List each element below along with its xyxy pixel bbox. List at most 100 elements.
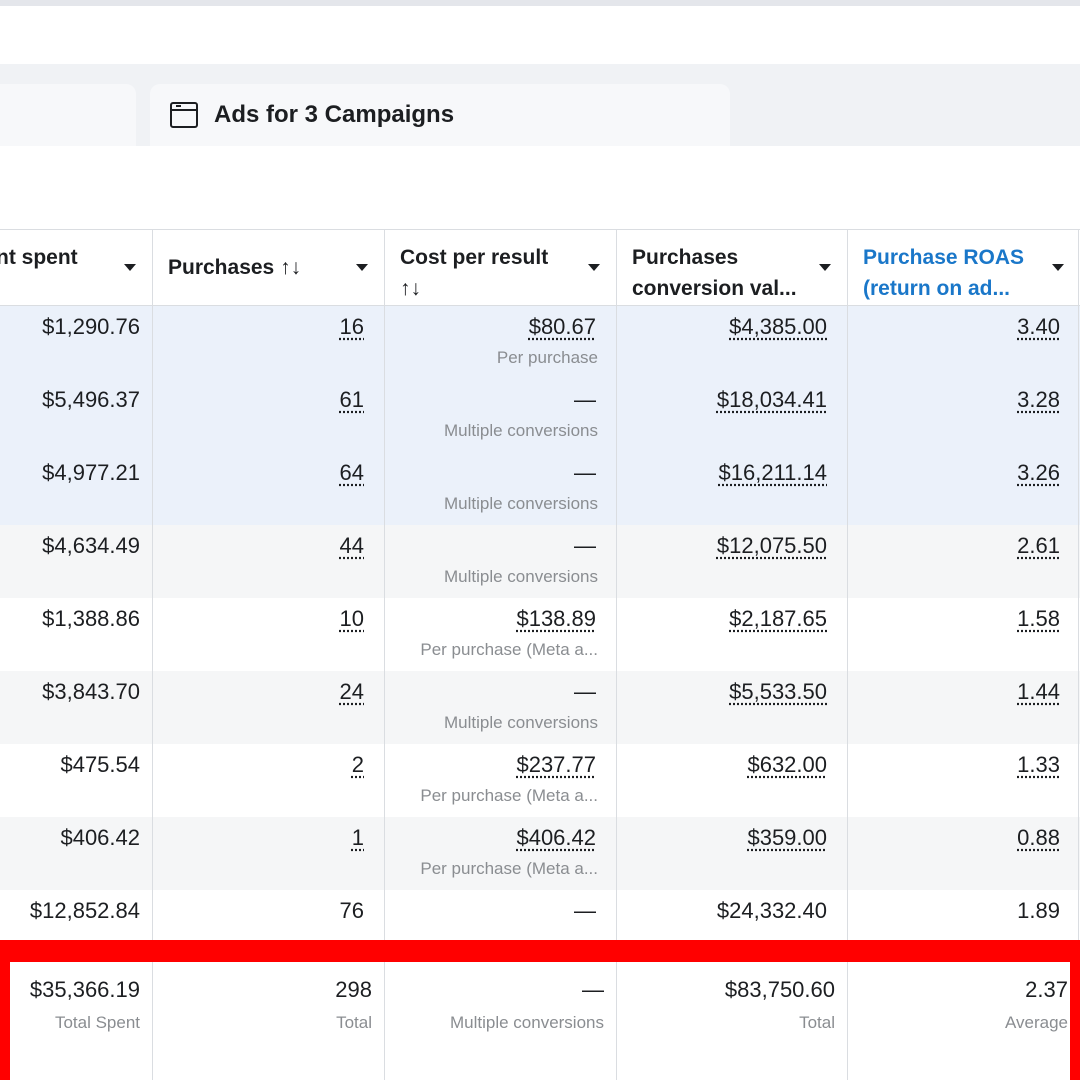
cost-per-result-value[interactable]: $138.89 [516,606,596,631]
column-cost-per-result[interactable]: Cost per result ↑↓ [384,230,616,306]
total-conversion-value-label: Total [799,1013,835,1032]
purchases-value[interactable]: 61 [339,387,364,412]
amount-spent-value: $406.42 [60,825,140,850]
column-divider [616,229,617,963]
table-row[interactable]: $5,496.37 61 — Multiple conversions $18,034.… [0,379,1080,452]
cost-per-result-value: — [574,533,596,558]
column-label: Purchases [168,256,275,279]
purchases-value[interactable]: 1 [351,825,364,850]
amount-spent-value: $1,290.76 [42,314,140,339]
purchase-roas-value[interactable]: 3.28 [1017,387,1060,412]
purchase-roas-value[interactable]: 1.58 [1017,606,1060,631]
caret-down-icon[interactable] [124,264,136,271]
column-label: Purchase ROAS (return on ad... [863,246,1025,300]
window-icon [170,102,198,128]
column-conversion-value[interactable]: Purchases conversion val... [616,230,847,306]
purchase-roas-cell: 1.44 [847,671,1080,744]
total-divider [847,943,848,1080]
sort-icon[interactable]: ↑↓ [280,256,302,279]
column-label: nt spent [0,246,78,269]
amount-spent-cell: $3,843.70 [0,671,152,744]
purchase-roas-value[interactable]: 2.61 [1017,533,1060,558]
conversion-value-value[interactable]: $12,075.50 [716,533,827,558]
toolbar-band [0,6,1080,64]
purchases-value: 76 [339,898,364,923]
top-strip [0,0,1080,6]
purchase-roas-value[interactable]: 0.88 [1017,825,1060,850]
purchases-value[interactable]: 16 [339,314,364,339]
caret-down-icon[interactable] [1052,264,1064,271]
column-purchase-roas[interactable]: Purchase ROAS (return on ad... [847,230,1080,306]
amount-spent-cell: $4,634.49 [0,525,152,598]
purchase-roas-value[interactable]: 1.44 [1017,679,1060,704]
total-purchases-label: Total [336,1013,372,1032]
conversion-value-value[interactable]: $16,211.14 [718,460,827,485]
amount-spent-cell: $1,388.86 [0,598,152,671]
purchases-value[interactable]: 64 [339,460,364,485]
purchases-value[interactable]: 2 [351,752,364,777]
total-conversion-value-cell: $83,750.60 Total [616,943,847,1032]
amount-spent-value: $12,852.84 [29,898,140,923]
purchase-roas-cell: 1.33 [847,744,1080,817]
total-divider [152,943,153,1080]
total-conversion-value: $83,750.60 [724,977,835,1002]
cost-result-type: Multiple conversions [443,421,598,440]
cost-per-result-value[interactable]: $237.77 [516,752,596,777]
purchases-cell: 64 [152,452,384,525]
purchase-roas-value[interactable]: 1.33 [1017,752,1060,777]
purchases-cell: 16 [152,306,384,379]
cost-per-result-cell: $406.42 Per purchase (Meta a... [384,817,616,890]
total-purchases-cell: 298 Total [152,943,384,1032]
caret-down-icon[interactable] [356,264,368,271]
column-amount-spent[interactable]: nt spent [0,230,152,306]
purchase-roas-cell: 2.61 [847,525,1080,598]
column-label: Purchases conversion val... [632,246,797,300]
cost-per-result-value[interactable]: $80.67 [528,314,596,339]
purchases-cell: 2 [152,744,384,817]
caret-down-icon[interactable] [819,264,831,271]
total-cost: — [582,977,604,1002]
table-row[interactable]: $475.54 2 $237.77 Per purchase (Meta a... $6… [0,744,1080,817]
table-row[interactable]: $1,388.86 10 $138.89 Per purchase (Meta a..… [0,598,1080,671]
tab-previous[interactable] [0,84,136,146]
caret-down-icon[interactable] [588,264,600,271]
purchases-value[interactable]: 10 [339,606,364,631]
conversion-value-value[interactable]: $5,533.50 [729,679,827,704]
purchases-value[interactable]: 44 [339,533,364,558]
sort-icon[interactable]: ↑↓ [400,277,421,300]
table-row[interactable]: $406.42 1 $406.42 Per purchase (Meta a... $3… [0,817,1080,890]
conversion-value-value[interactable]: $632.00 [747,752,827,777]
column-divider [384,229,385,963]
tab-ads[interactable]: Ads for 3 Campaigns [150,84,730,146]
cost-result-type: Per purchase (Meta a... [420,640,598,659]
cost-per-result-cell: — Multiple conversions [384,525,616,598]
amount-spent-value: $5,496.37 [42,387,140,412]
conversion-value-cell: $12,075.50 [616,525,847,598]
purchases-value[interactable]: 24 [339,679,364,704]
cost-per-result-cell: — Multiple conversions [384,671,616,744]
conversion-value-cell: $16,211.14 [616,452,847,525]
conversion-value-value[interactable]: $2,187.65 [729,606,827,631]
table-row[interactable]: $4,634.49 44 — Multiple conversions $12,075.… [0,525,1080,598]
conversion-value-cell: $4,385.00 [616,306,847,379]
column-purchases[interactable]: Purchases ↑↓ [152,230,384,306]
purchases-cell: 61 [152,379,384,452]
conversion-value-cell: $632.00 [616,744,847,817]
column-divider [1078,229,1079,963]
purchase-roas-value[interactable]: 3.40 [1017,314,1060,339]
conversion-value-value[interactable]: $4,385.00 [729,314,827,339]
totals-row: $35,366.19 Total Spent 298 Total — Multi… [0,943,1080,1080]
amount-spent-cell: $12,852.84 [0,890,152,963]
table-row[interactable]: $4,977.21 64 — Multiple conversions $16,211.… [0,452,1080,525]
total-cost-cell: — Multiple conversions [384,943,616,1032]
conversion-value-value[interactable]: $18,034.41 [716,387,827,412]
table-row[interactable]: $3,843.70 24 — Multiple conversions $5,533.5… [0,671,1080,744]
cost-result-type: Multiple conversions [443,567,598,586]
conversion-value-value[interactable]: $359.00 [747,825,827,850]
table-row[interactable]: $1,290.76 16 $80.67 Per purchase $4,385.00 3.… [0,306,1080,379]
cost-result-type: Multiple conversions [443,494,598,513]
amount-spent-cell: $1,290.76 [0,306,152,379]
cost-per-result-value[interactable]: $406.42 [516,825,596,850]
purchase-roas-value[interactable]: 3.26 [1017,460,1060,485]
purchase-roas-cell: 1.89 [847,890,1080,963]
